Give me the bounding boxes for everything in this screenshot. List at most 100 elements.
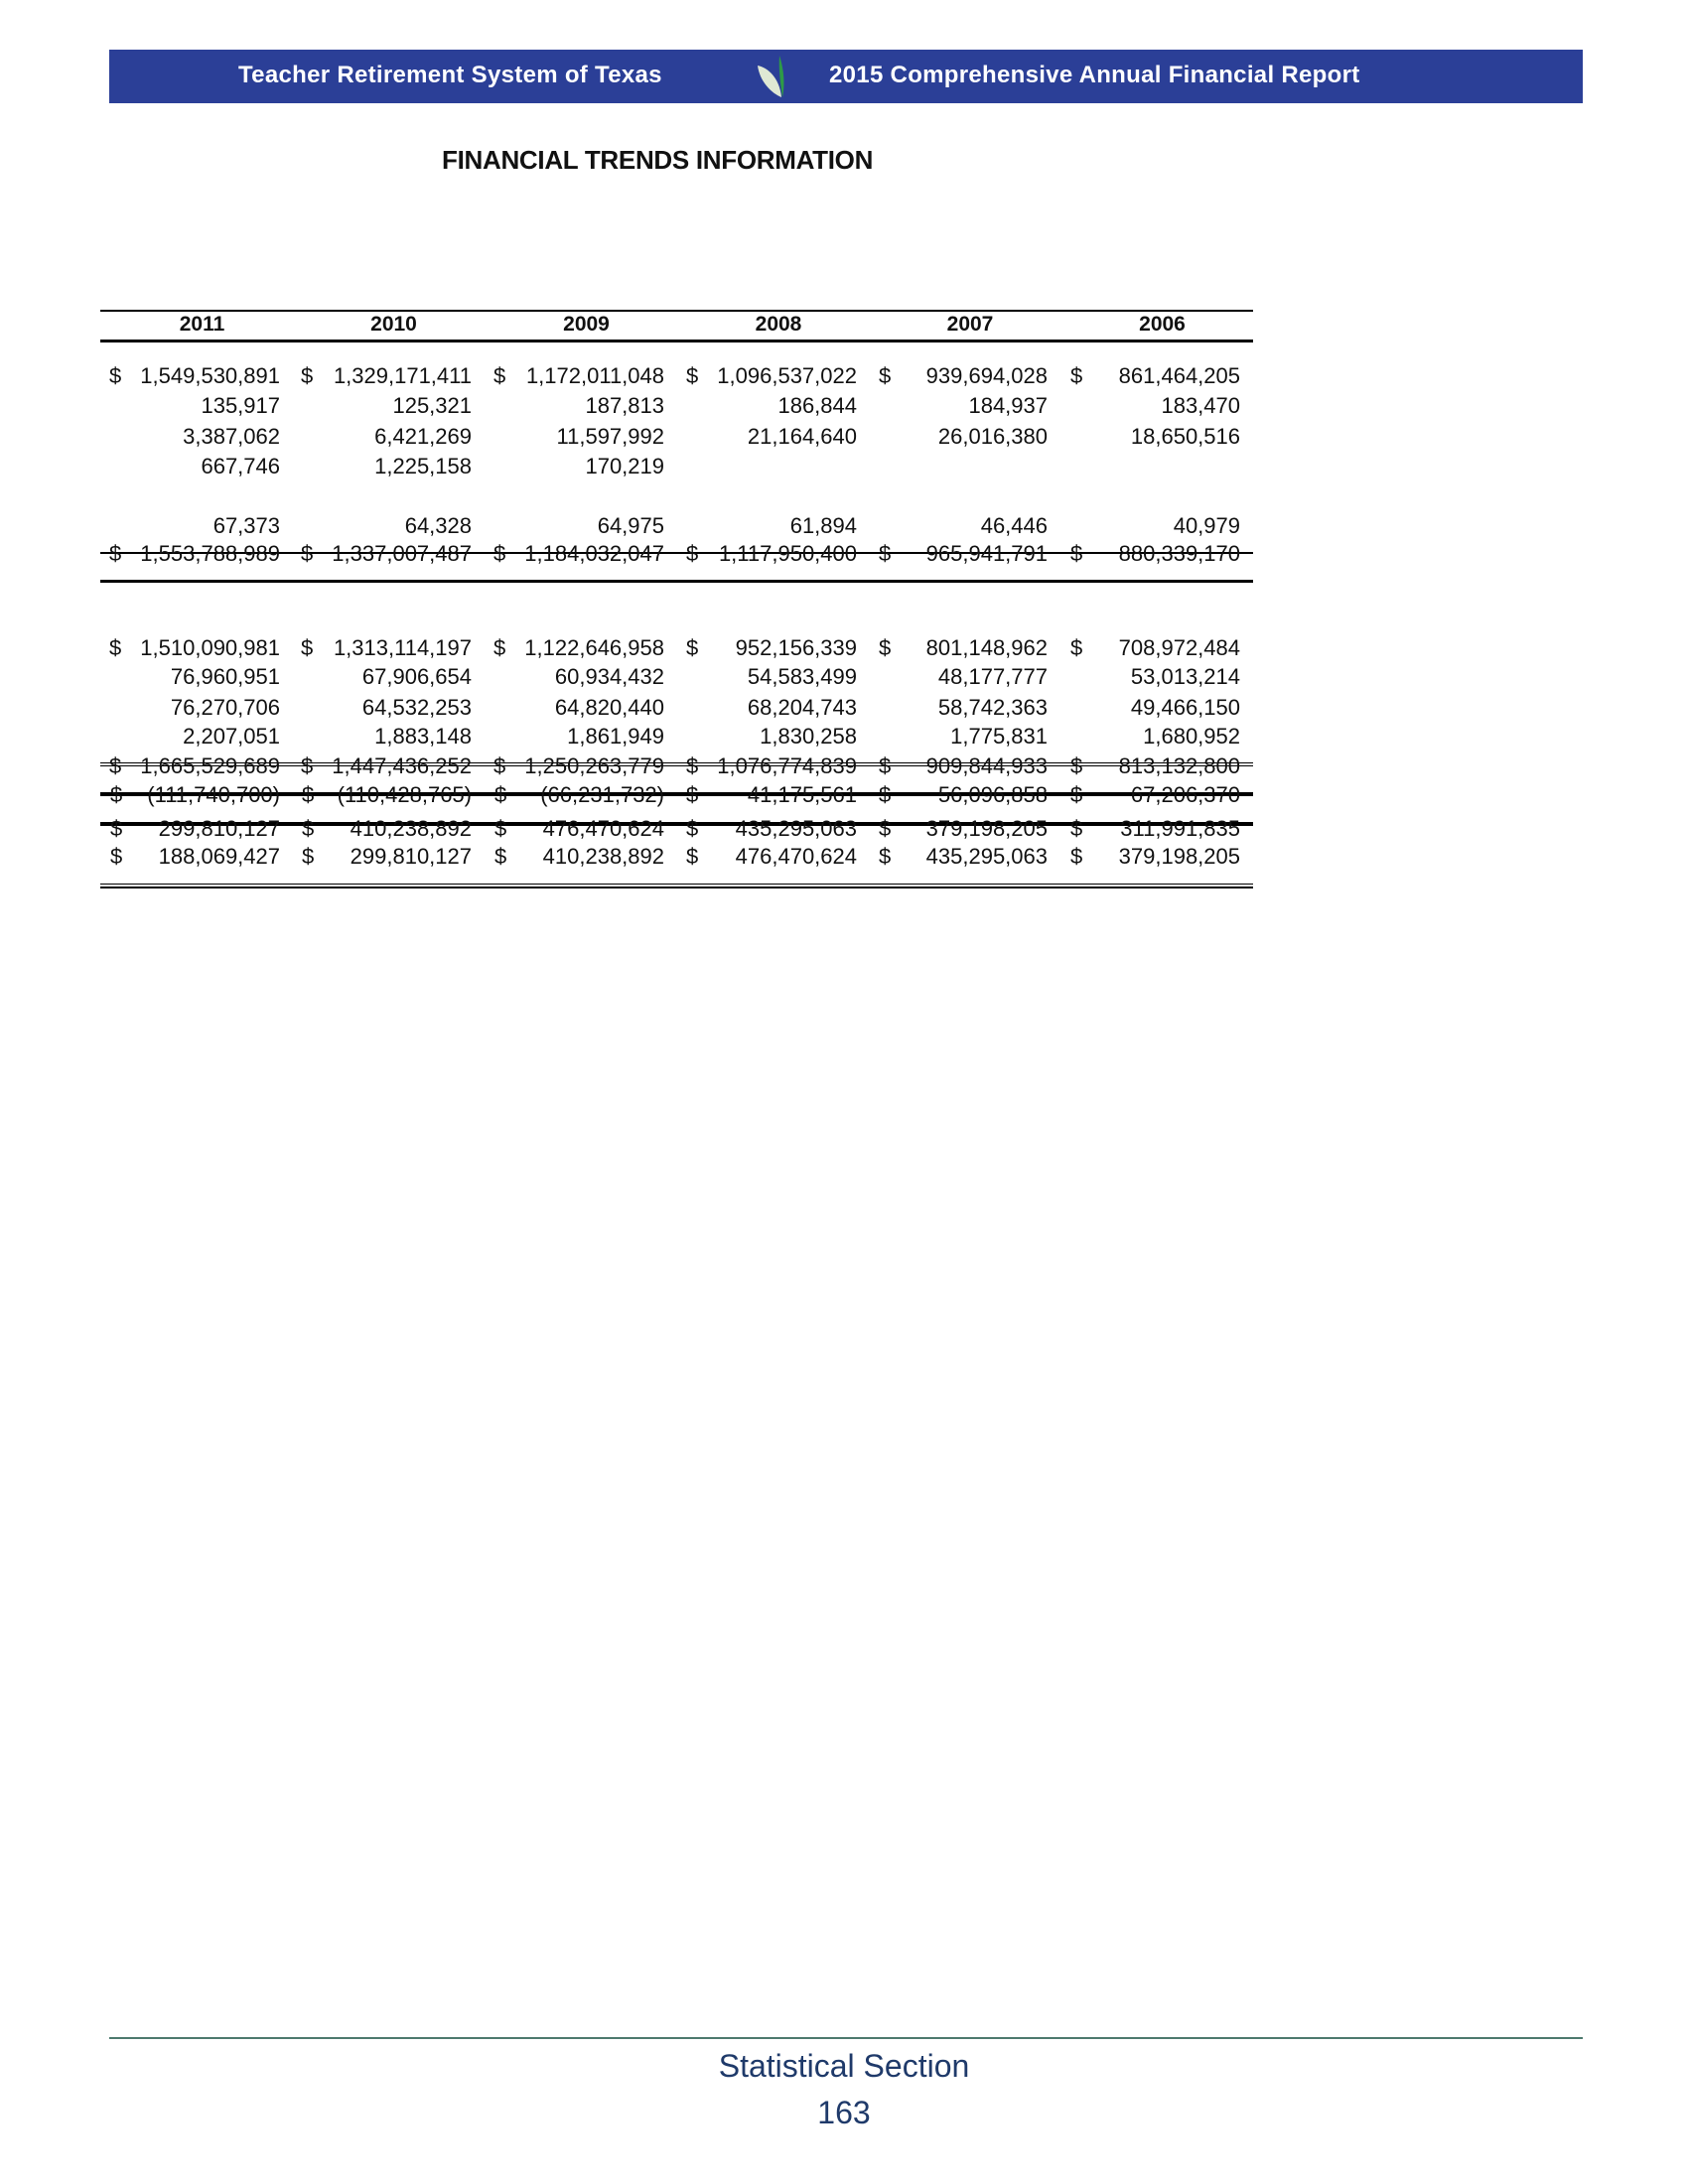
table-cell: $56,096,858 [879, 781, 1048, 809]
amount-value: 801,148,962 [925, 635, 1048, 660]
page-title: FINANCIAL TRENDS INFORMATION [442, 145, 874, 175]
amount-value: 46,446 [980, 513, 1048, 538]
report-title: 2015 Comprehensive Annual Financial Repo… [829, 62, 1360, 88]
amount-value: 64,975 [597, 513, 664, 538]
amount-value: 135,917 [201, 393, 280, 418]
table-cell: 170,219 [494, 453, 664, 480]
table-cell: 53,013,214 [1070, 663, 1240, 691]
amount-value: 53,013,214 [1130, 664, 1240, 689]
table-rule [100, 792, 1253, 796]
table-cell: $708,972,484 [1070, 634, 1240, 662]
table-cell: 1,883,148 [302, 723, 472, 751]
year-header: 2010 [370, 313, 417, 336]
table-cell: 2,207,051 [110, 723, 280, 751]
currency-symbol: $ [301, 635, 314, 660]
table-rule [100, 552, 1253, 554]
amount-value: 909,844,933 [925, 753, 1048, 778]
table-cell: 68,204,743 [686, 694, 857, 722]
table-cell: 186,844 [686, 392, 857, 420]
currency-symbol: $ [493, 635, 506, 660]
amount-value: 18,650,516 [1130, 424, 1240, 449]
table-rule [100, 310, 1253, 312]
table-cell: 54,583,499 [686, 663, 857, 691]
report-header-banner: Teacher Retirement System of Texas 2015 … [109, 50, 1583, 103]
table-cell: $435,295,063 [686, 815, 857, 843]
table-cell: $410,238,892 [494, 843, 664, 871]
amount-value: 26,016,380 [937, 424, 1048, 449]
table-rule [100, 822, 1253, 826]
organization-name: Teacher Retirement System of Texas [238, 62, 662, 88]
table-cell: 64,532,253 [302, 694, 472, 722]
amount-value: 188,069,427 [158, 844, 280, 869]
amount-value: 1,775,831 [950, 724, 1048, 749]
table-cell: 26,016,380 [879, 423, 1048, 451]
currency-symbol: $ [1070, 782, 1083, 807]
amount-value: 61,894 [789, 513, 857, 538]
amount-value: 379,198,205 [1118, 844, 1240, 869]
table-cell: $952,156,339 [686, 634, 857, 662]
currency-symbol: $ [1070, 753, 1083, 778]
currency-symbol: $ [686, 753, 699, 778]
table-cell: $1,337,007,487 [301, 540, 472, 568]
currency-symbol: $ [1070, 635, 1083, 660]
amount-value: 435,295,063 [925, 844, 1048, 869]
table-cell: 64,820,440 [494, 694, 664, 722]
table-cell: $1,549,530,891 [109, 362, 280, 390]
table-rule [100, 580, 1253, 583]
table-cell: 64,975 [494, 512, 664, 540]
currency-symbol: $ [879, 753, 892, 778]
amount-value: 410,238,892 [542, 844, 664, 869]
table-cell: $1,184,032,047 [493, 540, 664, 568]
table-cell: 6,421,269 [302, 423, 472, 451]
table-rule [100, 762, 1253, 763]
amount-value: 67,206,370 [1130, 782, 1240, 807]
table-cell: $1,510,090,981 [109, 634, 280, 662]
table-cell: $476,470,624 [686, 843, 857, 871]
table-cell: 1,680,952 [1070, 723, 1240, 751]
currency-symbol: $ [686, 816, 699, 841]
table-cell: 1,830,258 [686, 723, 857, 751]
currency-symbol: $ [109, 363, 122, 388]
amount-value: 299,810,127 [350, 844, 472, 869]
amount-value: 708,972,484 [1118, 635, 1240, 660]
currency-symbol: $ [1070, 844, 1083, 869]
table-cell: 49,466,150 [1070, 694, 1240, 722]
currency-symbol: $ [493, 541, 506, 566]
amount-value: 1,184,032,047 [524, 541, 664, 566]
amount-value: 58,742,363 [937, 695, 1048, 720]
amount-value: 21,164,640 [747, 424, 857, 449]
table-cell: 1,775,831 [879, 723, 1048, 751]
currency-symbol: $ [493, 363, 506, 388]
currency-symbol: $ [879, 363, 892, 388]
amount-value: 965,941,791 [925, 541, 1048, 566]
table-cell: 58,742,363 [879, 694, 1048, 722]
table-rule [100, 884, 1253, 885]
table-cell: $1,096,537,022 [686, 362, 857, 390]
currency-symbol: $ [686, 363, 699, 388]
amount-value: 435,295,063 [735, 816, 857, 841]
table-cell: $41,175,561 [686, 781, 857, 809]
currency-symbol: $ [879, 816, 892, 841]
table-cell: $1,329,171,411 [301, 362, 472, 390]
amount-value: 60,934,432 [554, 664, 664, 689]
year-header: 2006 [1139, 313, 1186, 336]
amount-value: 1,122,646,958 [524, 635, 664, 660]
table-cell: $1,313,114,197 [301, 634, 472, 662]
currency-symbol: $ [879, 541, 892, 566]
year-header: 2008 [755, 313, 802, 336]
amount-value: 1,510,090,981 [140, 635, 280, 660]
currency-symbol: $ [493, 753, 506, 778]
table-cell: $379,198,205 [879, 815, 1048, 843]
currency-symbol: $ [1070, 816, 1083, 841]
amount-value: 1,861,949 [567, 724, 664, 749]
currency-symbol: $ [301, 363, 314, 388]
amount-value: 40,979 [1173, 513, 1240, 538]
table-cell: $813,132,800 [1070, 752, 1240, 780]
table-cell: 184,937 [879, 392, 1048, 420]
table-cell: $299,810,127 [110, 815, 280, 843]
amount-value: 41,175,561 [747, 782, 857, 807]
amount-value: 476,470,624 [542, 816, 664, 841]
amount-value: 48,177,777 [937, 664, 1048, 689]
table-cell: $1,250,263,779 [493, 752, 664, 780]
amount-value: 64,820,440 [554, 695, 664, 720]
